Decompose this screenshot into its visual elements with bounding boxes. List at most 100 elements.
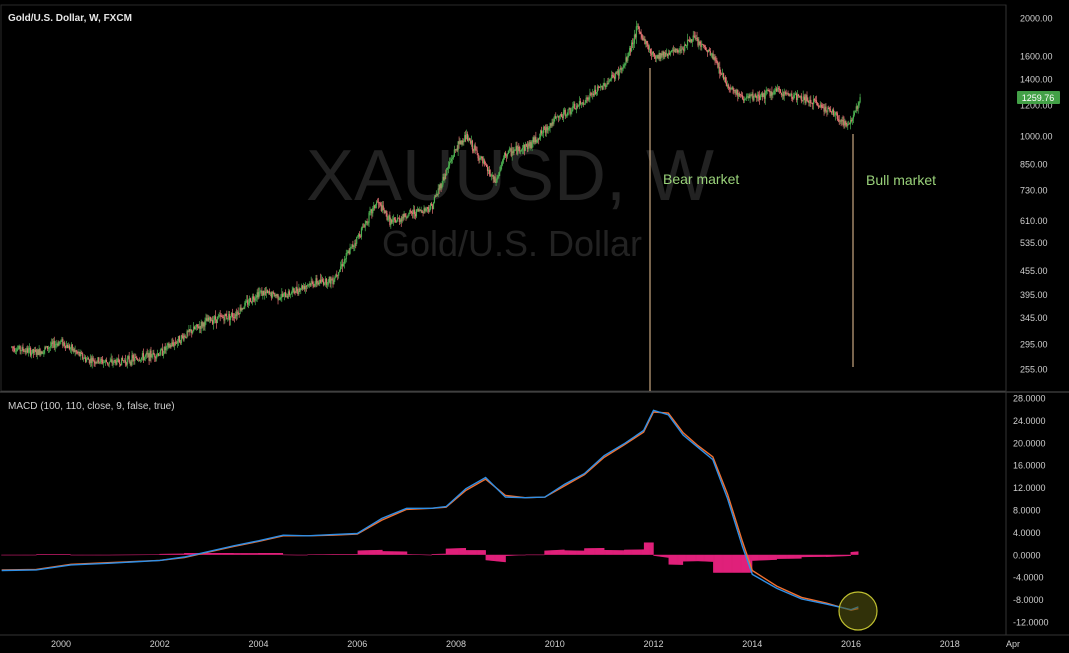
candle-body [550,123,552,126]
candle-body [307,284,309,286]
macd-histogram[interactable] [1,542,859,573]
histogram-bar [675,554,677,565]
candle-body [541,132,544,134]
candle-body [427,207,429,209]
histogram-bar [636,549,638,555]
candle-body [567,109,569,116]
histogram-bar [608,550,611,555]
histogram-bar [766,554,768,561]
candle-body [165,346,167,350]
candle-body [649,49,652,54]
candle-body [477,153,479,159]
candle-body [236,311,238,316]
candle-body [705,49,708,51]
candle-body [450,158,453,162]
candle-body [387,218,389,220]
highlight-circle[interactable] [838,591,878,631]
candle-body [613,75,615,77]
candle-body [787,93,789,95]
histogram-bar [717,554,720,573]
candle-body [229,314,231,320]
histogram-bar [452,548,454,555]
histogram-bar [667,554,669,558]
bear-market-label[interactable]: Bear market [663,171,739,187]
candle-body [815,100,818,103]
histogram-bar [86,554,88,556]
histogram-bar [604,549,606,555]
candle-body [735,90,737,95]
candle-body [396,218,399,221]
histogram-bar [704,554,706,562]
histogram-bar [116,554,119,556]
histogram-bar [442,553,445,555]
histogram-bar [7,554,10,556]
candle-body [113,360,115,363]
histogram-bar [3,554,5,556]
candle-body [688,39,691,42]
histogram-bar [143,554,145,556]
candle-body [228,314,230,319]
indicator-label[interactable]: MACD (100, 110, close, 9, false, true) [8,401,175,412]
candle-body [175,342,177,343]
histogram-bar [221,553,223,555]
histogram-bar [617,550,619,555]
macd-line[interactable] [1,411,859,611]
histogram-bar [623,550,625,555]
histogram-bar [222,553,224,555]
candle-body [727,84,729,88]
candle-body [487,169,490,172]
candle-body [679,49,681,52]
candle-body [713,57,715,60]
price-series[interactable] [11,20,861,369]
candle-body [657,55,659,59]
histogram-bar [387,551,390,555]
histogram-bar [30,554,32,556]
candle-body [807,100,809,103]
candle-body [221,316,223,317]
candle-body [597,86,600,88]
histogram-bar [356,554,358,555]
histogram-bar [659,554,661,557]
histogram-bar [313,554,315,555]
candle-body [502,160,504,163]
histogram-bar [64,554,66,555]
histogram-bar [769,554,771,561]
candle-body [282,293,284,297]
candle-body [667,52,670,56]
histogram-bar [685,554,687,562]
signal-line[interactable] [1,409,859,611]
histogram-bar [556,549,558,555]
candle-body [692,35,694,41]
candle-body [658,52,660,59]
histogram-bar [535,554,538,556]
candle-body [246,300,248,302]
histogram-bar [491,554,493,561]
histogram-bar [462,548,465,555]
candle-body [30,352,33,356]
candle-body [750,94,752,96]
candle-body [287,291,290,298]
candle-body [325,278,327,285]
histogram-bar [244,553,247,555]
candle-body [88,359,90,364]
candle-body [805,95,807,103]
candle-body [48,347,51,349]
histogram-bar [231,553,233,555]
candle-body [469,140,472,144]
macd-lines[interactable] [1,409,859,611]
histogram-bar [398,551,400,555]
candle-body [135,356,137,358]
histogram-bar [848,554,850,556]
bull-market-label[interactable]: Bull market [866,172,936,188]
candle-body [838,120,840,122]
histogram-bar [846,554,849,557]
candle-body [759,95,762,100]
histogram-bar [24,554,27,556]
histogram-bar [127,554,129,556]
histogram-bar [579,550,581,555]
histogram-bar [426,554,429,556]
histogram-bar [719,554,722,573]
candle-body [333,279,335,285]
histogram-bar [56,554,58,555]
histogram-bar [492,554,494,561]
